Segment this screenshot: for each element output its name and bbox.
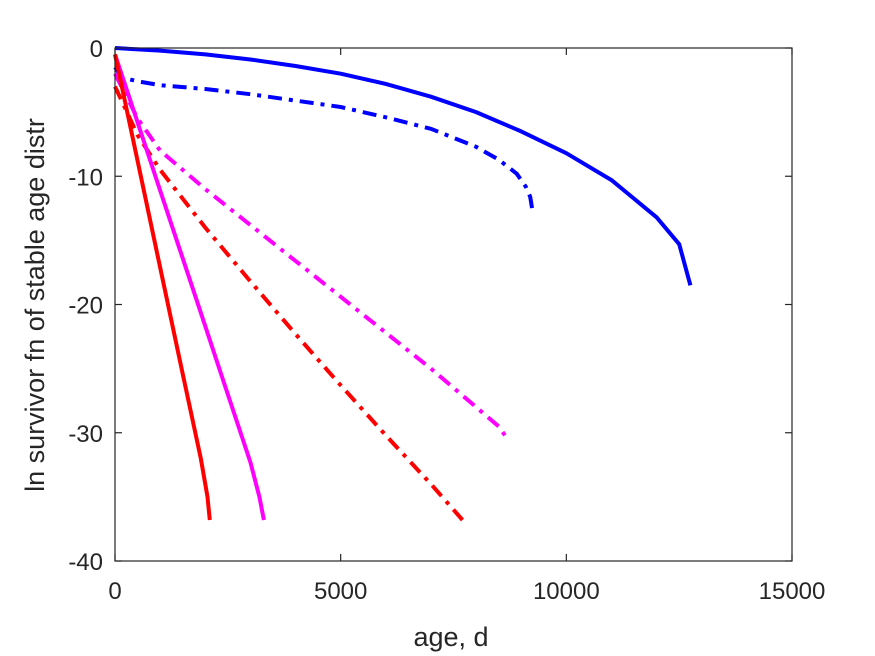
x-tick-label: 5000 <box>314 578 367 605</box>
y-tick-label: -10 <box>68 164 103 191</box>
series-line-3 <box>113 72 510 441</box>
series-line-4 <box>113 85 465 522</box>
x-tick-label: 0 <box>108 578 121 605</box>
series-layer <box>113 46 693 522</box>
y-tick-label: -40 <box>68 549 103 576</box>
plot-background <box>115 48 792 561</box>
y-tick-label: -30 <box>68 421 103 448</box>
series-line-6 <box>113 53 212 521</box>
plot-area <box>115 48 792 561</box>
y-tick-label: -20 <box>68 293 103 320</box>
x-tick-label: 10000 <box>533 578 600 605</box>
series-line-2 <box>113 66 535 212</box>
y-tick-label: 0 <box>90 36 103 63</box>
x-tick-label: 15000 <box>759 578 826 605</box>
x-axis-label: age, d <box>413 622 488 652</box>
series-line-1 <box>114 46 693 286</box>
series-line-5 <box>113 53 266 521</box>
axes-layer: 0 5000 10000 15000 -40 -30 -20 -10 0 <box>68 36 825 605</box>
y-axis-label: ln survivor fn of stable age distr <box>20 118 50 492</box>
